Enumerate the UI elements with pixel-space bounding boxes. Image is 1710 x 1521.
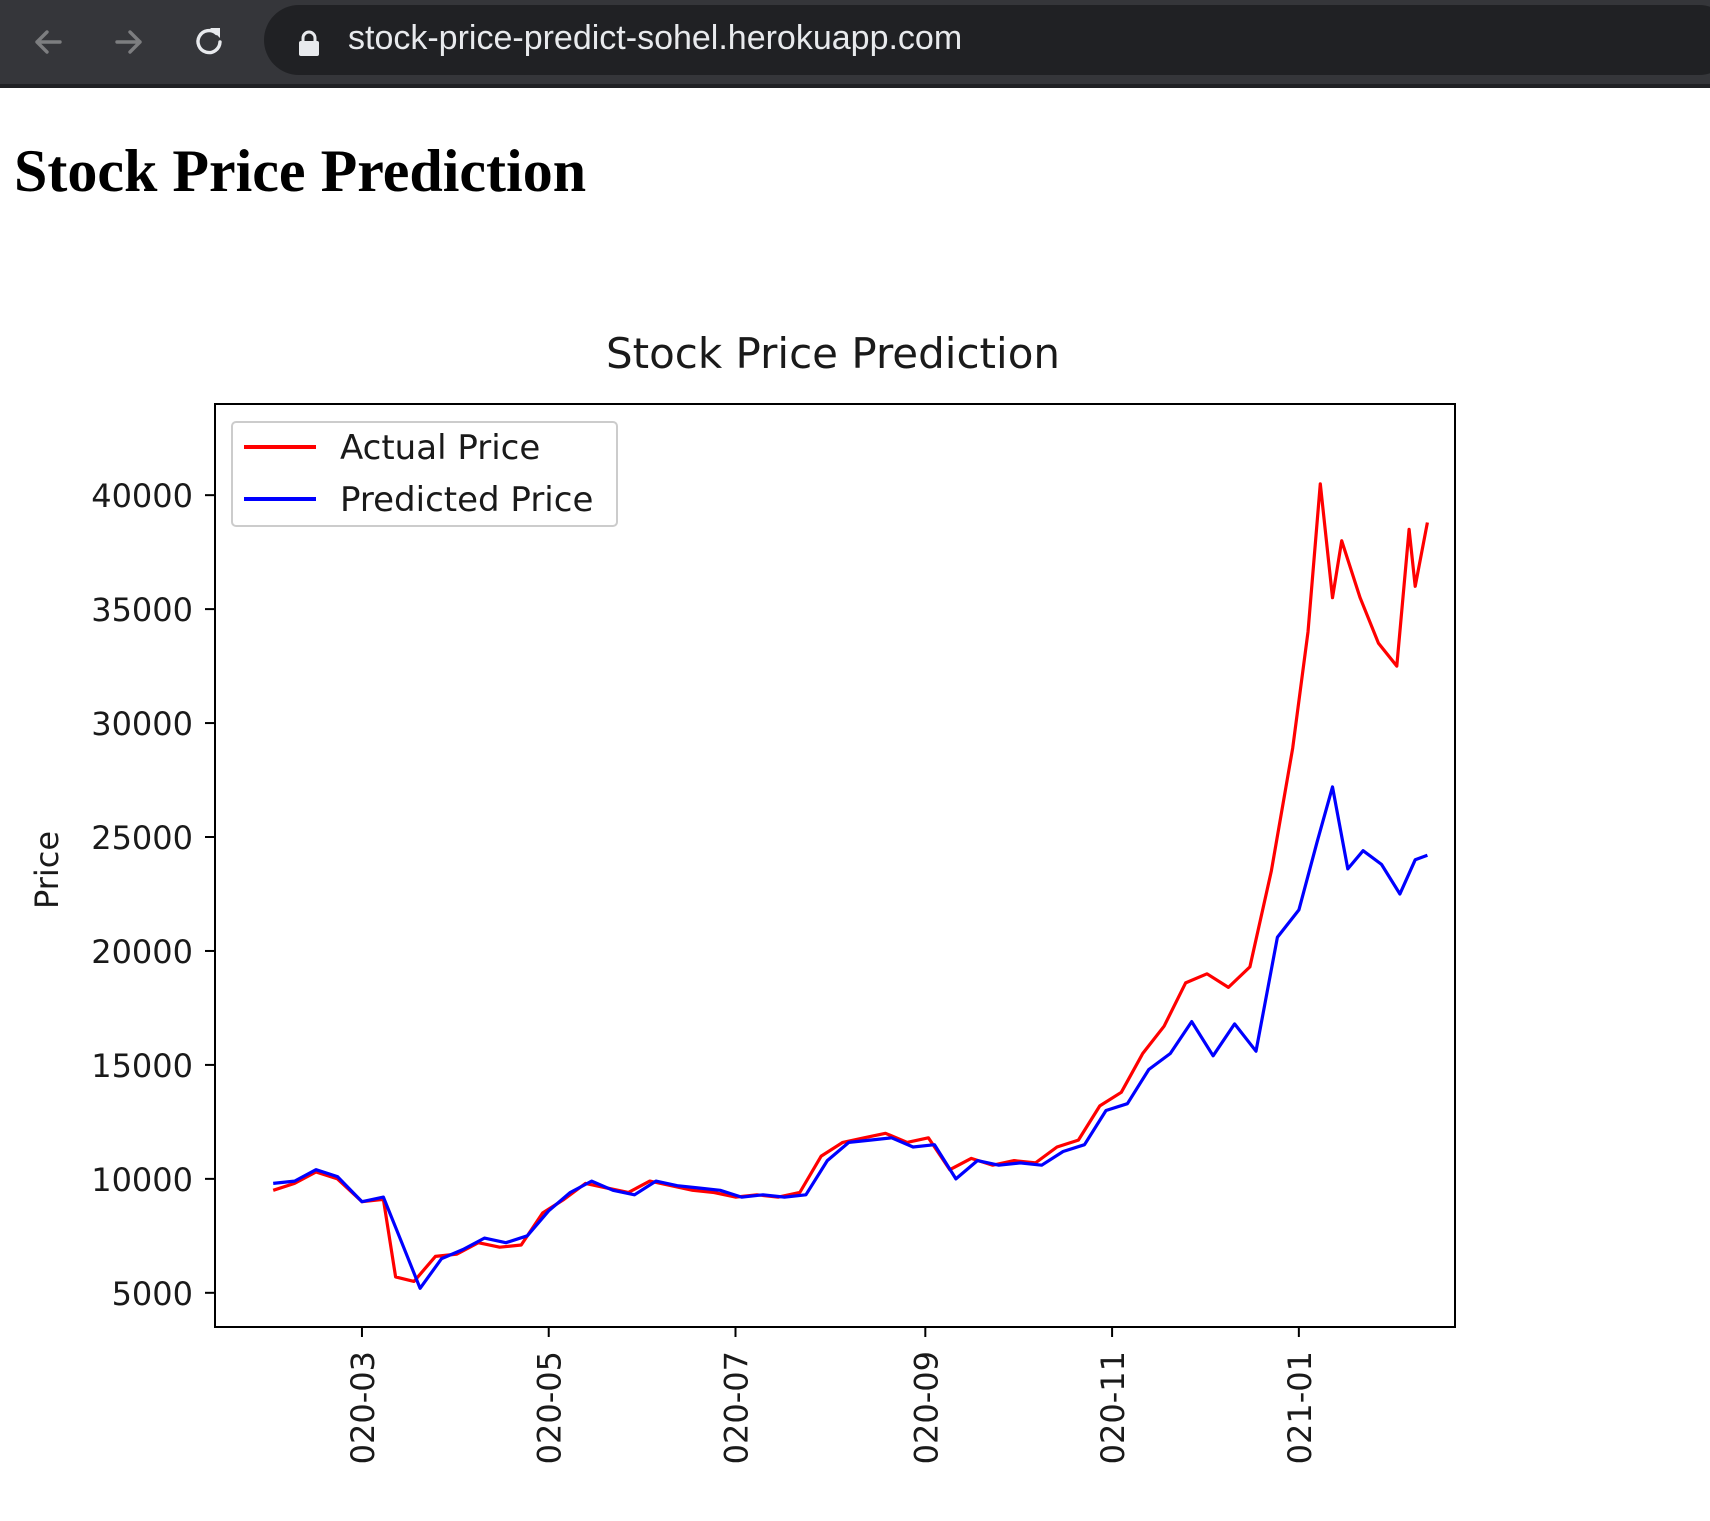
x-axis-ticks: 020-03 020-05 020-07 020-09 020-11 021-01 [344,1327,1319,1464]
legend-label-actual: Actual Price [340,428,540,468]
x-tick-label: 020-05 [531,1351,569,1464]
forward-button[interactable] [103,16,155,68]
chart-title: Stock Price Prediction [606,329,1060,378]
y-tick-label: 10000 [91,1161,193,1199]
y-tick-label: 30000 [91,705,193,743]
series-lines [272,482,1429,1290]
y-axis-ticks: 5000 10000 15000 20000 25000 30000 35000 40000 [91,477,215,1313]
toolbar-divider [0,84,1710,88]
reload-icon [196,28,222,55]
url-text[interactable]: stock-price-predict-sohel.herokuapp.com [348,19,963,57]
legend: Actual Price Predicted Price [231,421,618,527]
y-tick-label: 25000 [91,819,193,857]
y-axis-label: Price [28,831,66,909]
reload-button[interactable] [183,16,235,68]
y-tick-label: 20000 [91,933,193,971]
arrow-left-icon [35,30,62,54]
stock-price-chart: Stock Price Prediction Price 5000 10000 15… [0,320,1710,1521]
y-tick-label: 5000 [112,1275,193,1313]
x-tick-label: 020-11 [1094,1351,1132,1464]
legend-label-predicted: Predicted Price [340,480,593,520]
y-tick-label: 40000 [91,477,193,515]
back-button[interactable] [22,16,74,68]
arrow-right-icon [115,30,142,54]
browser-toolbar: stock-price-predict-sohel.herokuapp.com [0,0,1710,88]
y-tick-label: 15000 [91,1047,193,1085]
x-tick-label: 020-09 [907,1351,945,1464]
x-tick-label: 020-07 [717,1351,755,1464]
plot-frame [214,403,1456,1328]
legend-box [231,421,618,527]
x-tick-label: 021-01 [1281,1351,1319,1464]
page-title: Stock Price Prediction [14,138,587,204]
lock-icon [299,30,319,56]
address-bar[interactable]: stock-price-predict-sohel.herokuapp.com [264,5,1710,75]
series-line-predicted [273,785,1428,1290]
y-tick-label: 35000 [91,591,193,629]
x-tick-label: 020-03 [344,1351,382,1464]
